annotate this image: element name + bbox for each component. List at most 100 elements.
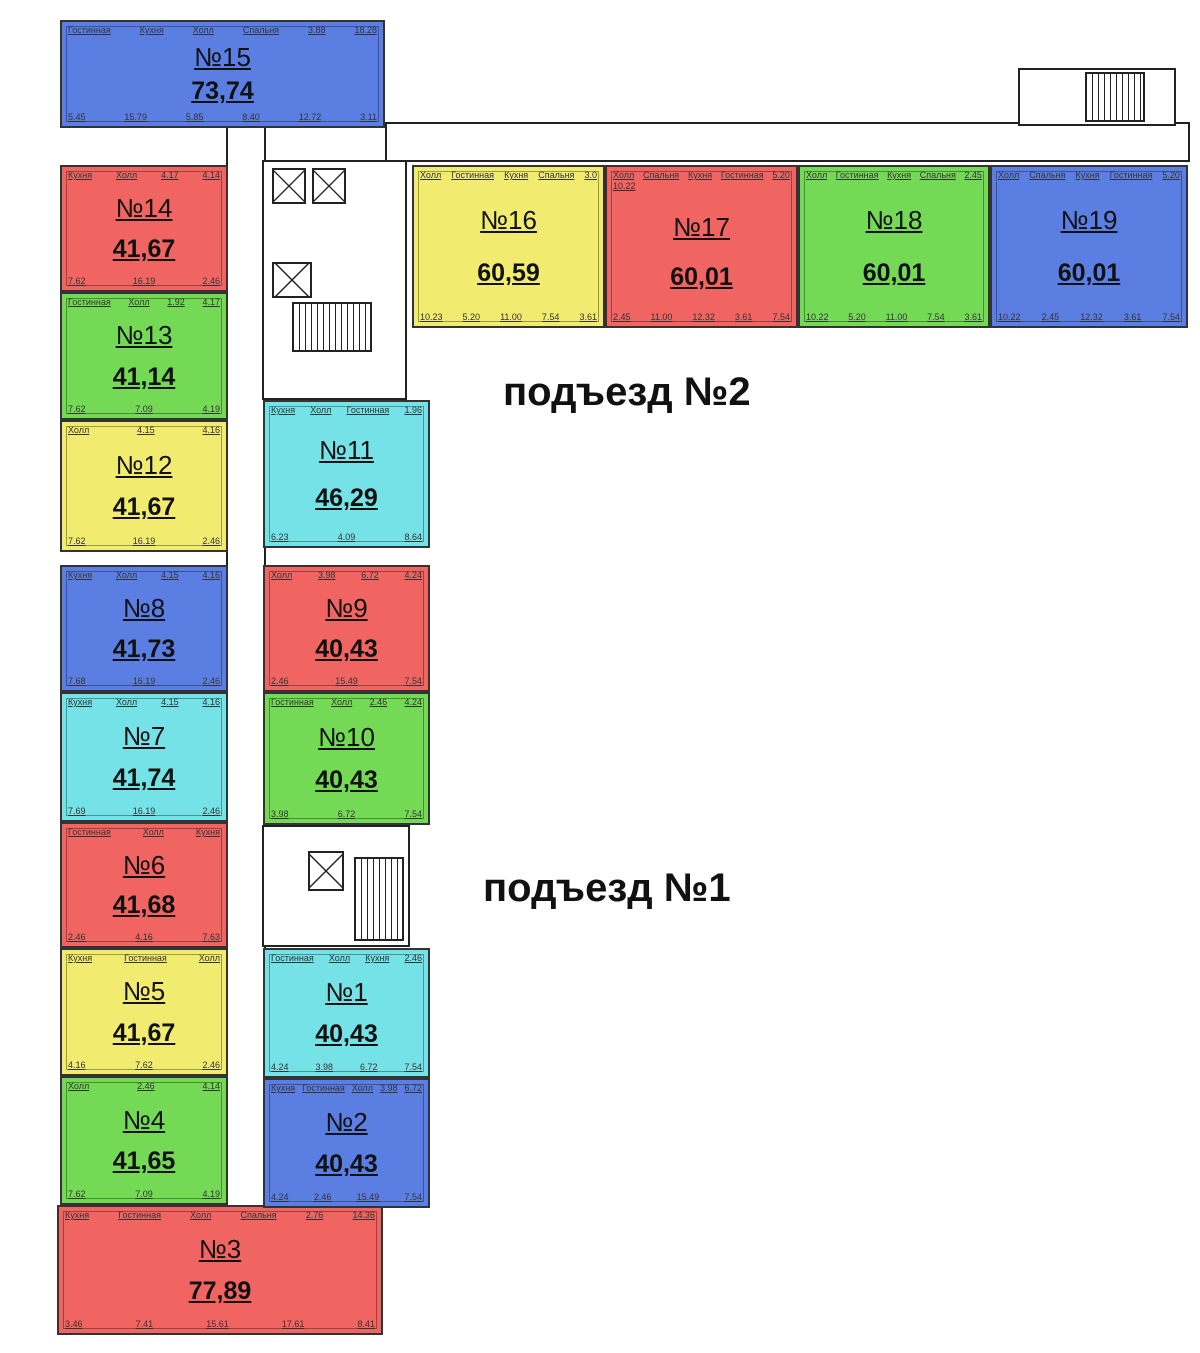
room-labels-bottom: 3.98 6.72 7.54 bbox=[271, 809, 422, 820]
room-label: 8.40 bbox=[242, 111, 260, 122]
room-label: Кухня bbox=[195, 827, 220, 837]
room-label: Кухня bbox=[504, 170, 529, 180]
apartment-8[interactable]: Кухня Холл 4.15 4.16 №8 41,73 7.68 16.19 2.46 bbox=[60, 565, 228, 692]
room-label: Кухня bbox=[1075, 170, 1100, 180]
room-label: 3.11 bbox=[360, 111, 377, 122]
room-label: 2.46 bbox=[202, 276, 220, 286]
room-label: 7.69 bbox=[68, 806, 86, 816]
apartment-15[interactable]: Гостинная Кухня Холл Спальня 3.88 18.28 №15 7… bbox=[60, 20, 385, 128]
room-label: Кухня bbox=[271, 1083, 296, 1093]
room-label: Гостинная bbox=[346, 405, 390, 415]
apartment-number: №15 bbox=[194, 41, 251, 72]
room-label: 4.16 bbox=[202, 425, 220, 435]
apartment-6[interactable]: Гостинная Холл Кухня №6 41,68 2.46 4.16 7.63 bbox=[60, 822, 228, 948]
room-labels-top: Кухня Гостинная Холл 3.98 6.72 bbox=[271, 1083, 422, 1094]
apartment-area: 40,43 bbox=[315, 1150, 378, 1178]
apartment-2[interactable]: Кухня Гостинная Холл 3.98 6.72 №2 40,43 4.24… bbox=[263, 1078, 430, 1208]
room-labels-top: Холл 3.98 6.72 4.24 bbox=[271, 570, 422, 581]
room-label: 12.32 bbox=[692, 311, 715, 322]
room-label: 10.22 bbox=[806, 312, 829, 322]
staircase bbox=[354, 857, 404, 941]
apartment-1[interactable]: Гостинная Холл Кухня 2.46 №1 40,43 4.24 3.98… bbox=[263, 948, 430, 1078]
room-label: Гостинная bbox=[835, 170, 879, 180]
apartment-walls bbox=[269, 954, 424, 1072]
room-label: 4.14 bbox=[202, 170, 220, 180]
room-label: 4.16 bbox=[135, 931, 153, 942]
room-label: 3.98 bbox=[379, 1083, 398, 1093]
room-label: 2.76 bbox=[305, 1210, 324, 1220]
room-label: 2.46 bbox=[404, 953, 422, 963]
room-label: 4.17 bbox=[161, 170, 179, 180]
room-label: 2.45 bbox=[613, 311, 631, 322]
apartment-19[interactable]: Холл Спальня Кухня Гостинная 5.20 №19 60,01 … bbox=[990, 165, 1188, 328]
apartment-area: 73,74 bbox=[191, 77, 254, 106]
entrance-2-label: подъезд №2 bbox=[503, 370, 751, 414]
room-label: 4.24 bbox=[271, 1192, 289, 1202]
room-label: 3.46 bbox=[65, 1319, 83, 1329]
apartment-number: №14 bbox=[115, 193, 173, 223]
apartment-area: 41,73 bbox=[112, 635, 176, 663]
room-label: Гостинная bbox=[271, 697, 314, 707]
apartment-12[interactable]: Холл 4.15 4.16 №12 41,67 7.62 16.19 2.46 bbox=[60, 420, 228, 552]
apartment-7[interactable]: Кухня Холл 4.15 4.16 №7 41,74 7.69 16.19 2.46 bbox=[60, 692, 228, 822]
room-label: 16.19 bbox=[132, 806, 156, 816]
apartment-17[interactable]: Холл Спальня Кухня Гостинная 5.20 10.22 №17 6… bbox=[605, 165, 798, 328]
staircase-top-right bbox=[1085, 72, 1145, 122]
room-labels-top: Холл Гостинная Кухня Спальня 3.0 bbox=[420, 170, 597, 181]
room-label: 6.72 bbox=[361, 570, 379, 580]
room-label: 5.20 bbox=[462, 312, 481, 322]
apartment-14[interactable]: Кухня Холл 4.17 4.14 №14 41,67 7.62 16.19 2.4… bbox=[60, 165, 228, 292]
room-label: Гостинная bbox=[720, 170, 764, 180]
room-label: 1.92 bbox=[167, 297, 185, 307]
apartment-area: 77,89 bbox=[188, 1277, 252, 1305]
room-label: 4.24 bbox=[271, 1062, 289, 1072]
room-labels-bottom: 6.23 4.09 8.64 bbox=[271, 532, 422, 543]
elevator-shaft bbox=[272, 262, 312, 298]
room-label: 5.20 bbox=[772, 170, 790, 180]
room-label: 10.23 bbox=[420, 312, 443, 322]
apartment-walls bbox=[66, 828, 222, 942]
apartment-number: №4 bbox=[122, 1104, 166, 1135]
apartment-number: №16 bbox=[480, 205, 537, 235]
room-labels-top: Холл Гостинная Кухня Спальня 2.45 bbox=[806, 170, 982, 181]
apartment-number: №3 bbox=[198, 1234, 242, 1264]
apartment-10[interactable]: Гостинная Холл 2.46 4.24 №10 40,43 3.98 6.72… bbox=[263, 692, 430, 825]
apartment-3[interactable]: Кухня Гостинная Холл Спальня 2.76 14.36 №3 77… bbox=[57, 1205, 383, 1335]
apartment-11[interactable]: Кухня Холл Гостинная 1.96 №11 46,29 6.23 4.0… bbox=[263, 400, 430, 548]
room-label: 7.54 bbox=[1162, 312, 1180, 322]
apartment-area: 41,67 bbox=[112, 235, 176, 263]
room-label: 10.22 bbox=[613, 181, 636, 191]
room-label: 6.23 bbox=[271, 532, 289, 542]
room-label: Кухня bbox=[687, 170, 713, 180]
room-label: 15.79 bbox=[124, 111, 147, 122]
room-label: Гостинная bbox=[1109, 170, 1153, 180]
apartment-walls bbox=[269, 571, 424, 686]
apartment-4[interactable]: Холл 2.46 4.14 №4 41,65 7.62 7.09 4.19 bbox=[60, 1076, 228, 1205]
apartment-walls bbox=[804, 171, 984, 322]
room-label: 5.20 bbox=[1162, 170, 1180, 180]
room-label: Кухня bbox=[271, 405, 296, 415]
apartment-18[interactable]: Холл Гостинная Кухня Спальня 2.45 №18 60,01 … bbox=[798, 165, 990, 328]
room-labels-top: Холл Спальня Кухня Гостинная 5.20 bbox=[998, 170, 1180, 181]
room-label: Холл bbox=[310, 405, 332, 415]
room-labels-bottom: 10.22 5.20 11.00 7.54 3.61 bbox=[806, 312, 982, 323]
apartment-area: 41,14 bbox=[112, 362, 176, 391]
apartment-16[interactable]: Холл Гостинная Кухня Спальня 3.0 №16 60,59 1… bbox=[412, 165, 605, 328]
room-label: 4.19 bbox=[202, 403, 220, 414]
room-label: 11.00 bbox=[885, 312, 908, 322]
apartment-number: №11 bbox=[319, 435, 374, 465]
apartment-5[interactable]: Кухня Гостинная Холл №5 41,67 4.16 7.62 2.46 bbox=[60, 948, 228, 1076]
apartment-9[interactable]: Холл 3.98 6.72 4.24 №9 40,43 2.46 15.49 7.54 bbox=[263, 565, 430, 692]
room-labels-top: Кухня Холл 4.15 4.16 bbox=[68, 570, 220, 581]
room-label: 2.46 bbox=[271, 676, 289, 686]
room-label: Холл bbox=[198, 953, 220, 963]
room-label: Спальня bbox=[1029, 170, 1066, 180]
room-label: Гостинная bbox=[302, 1083, 345, 1093]
room-label: 14.36 bbox=[352, 1210, 375, 1220]
room-label: Спальня bbox=[538, 170, 575, 180]
apartment-13[interactable]: Гостинная Холл 1.92 4.17 №13 41,14 7.62 7.09… bbox=[60, 292, 228, 420]
room-label: Гостинная bbox=[118, 1210, 161, 1220]
room-label: 7.62 bbox=[68, 276, 86, 286]
room-label: 2.46 bbox=[202, 1059, 220, 1070]
room-label: 7.63 bbox=[202, 931, 220, 942]
